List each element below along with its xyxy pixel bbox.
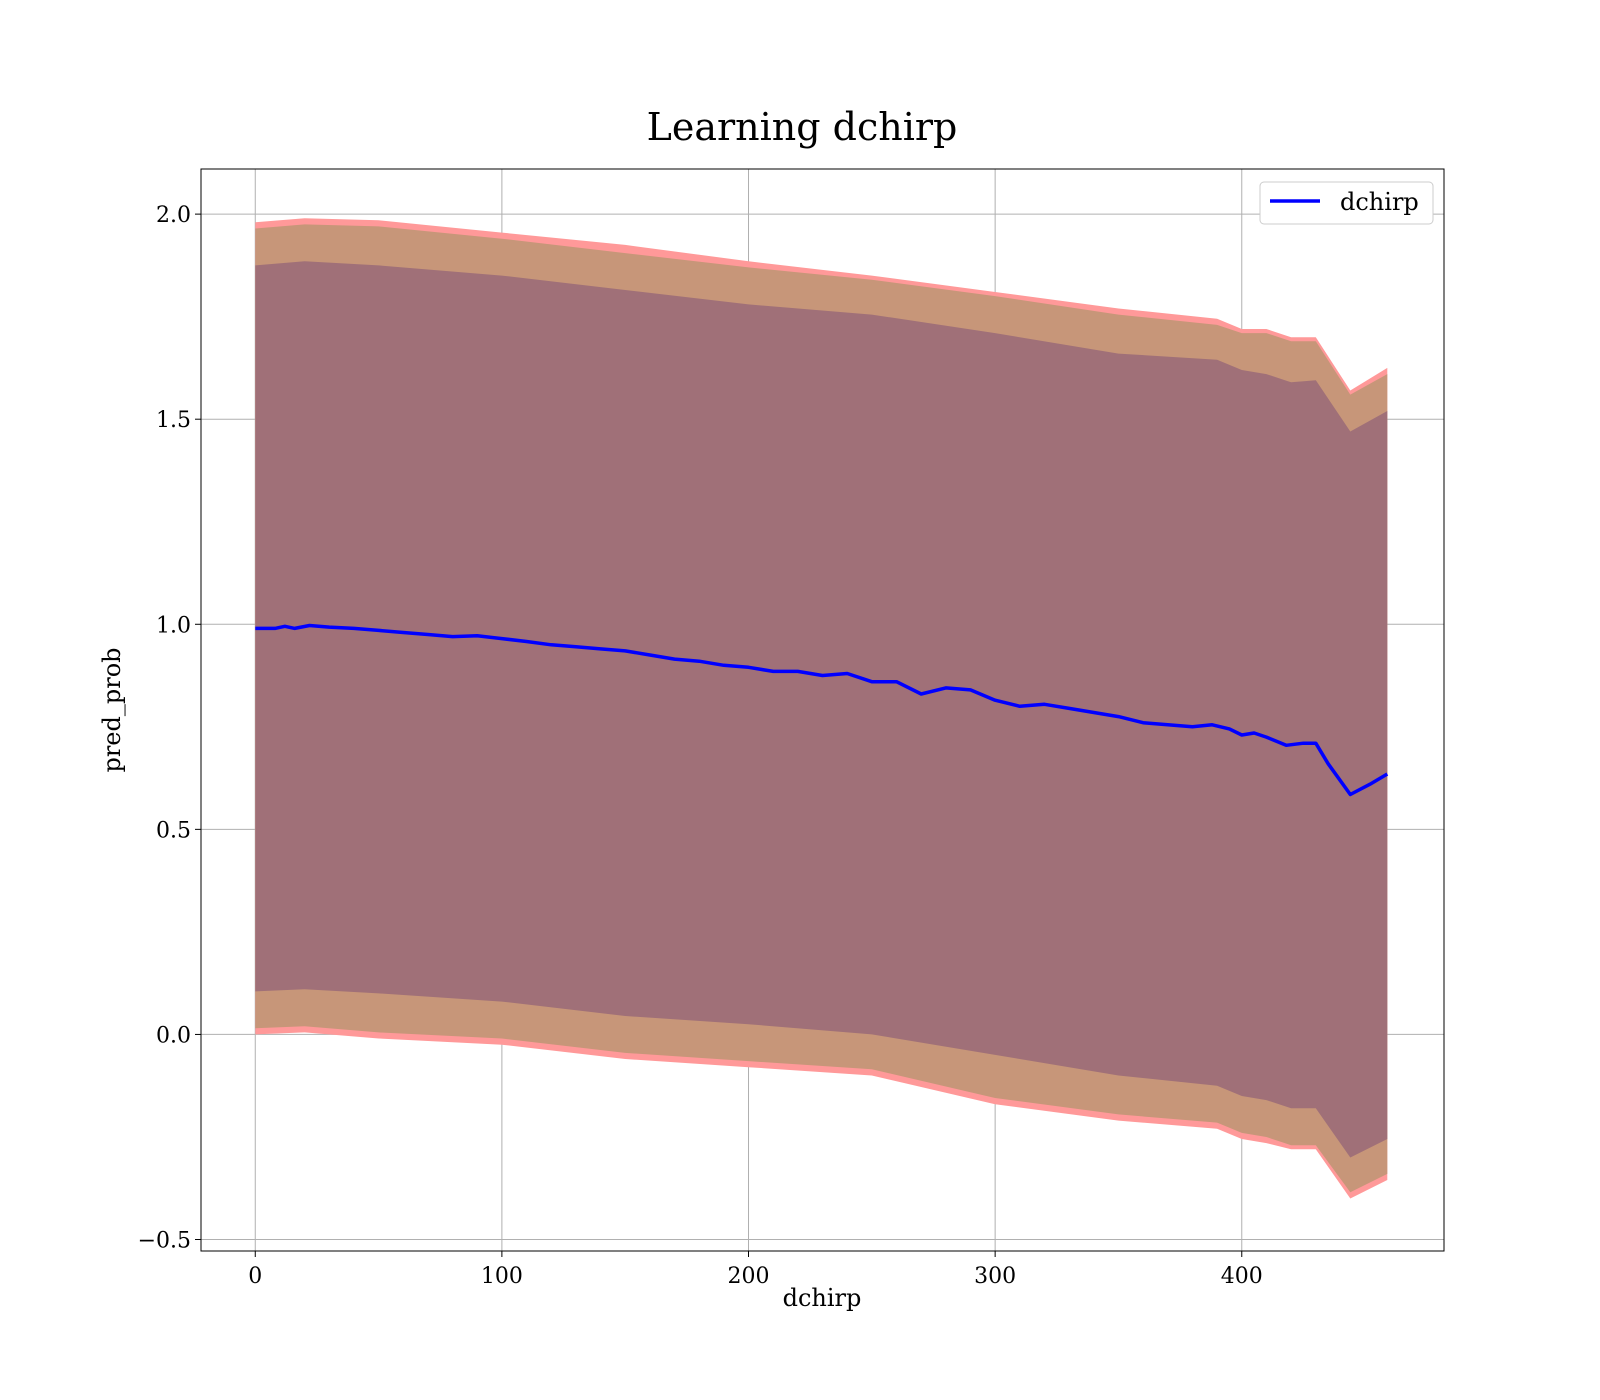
y-tick-label-5: 2.0 [156,203,191,228]
legend-label-dchirp: dchirp [1340,188,1419,216]
legend: dchirp [1259,181,1434,225]
legend-box [1259,181,1434,225]
x-tick-label-400: 400 [1221,1264,1263,1289]
y-tick-label-0: −0.5 [138,1229,191,1254]
y-tick-label-2: 0.5 [156,818,191,843]
y-tick-label-3: 1.0 [156,613,191,638]
confidence-bands [255,218,1388,1199]
band-inner [255,261,1388,1158]
x-tick-label-0: 0 [248,1264,262,1289]
chart-title: Learning dchirp [647,105,958,149]
y-tick-label-1: 0.0 [156,1023,191,1048]
x-tick-label-100: 100 [481,1264,523,1289]
x-tick-label-200: 200 [728,1264,770,1289]
series-line-dchirp [255,623,1389,797]
series-lines [255,623,1389,797]
axis-ticks: 0 100 200 300 400 −0.5 0.0 0.5 1.0 1.5 2.0 [138,203,1263,1289]
x-axis-title: dchirp [783,1284,862,1312]
y-axis-title: pred_prob [98,647,126,772]
x-tick-label-300: 300 [974,1264,1016,1289]
plot-area-frame [200,168,1445,1252]
y-tick-label-4: 1.5 [156,408,191,433]
